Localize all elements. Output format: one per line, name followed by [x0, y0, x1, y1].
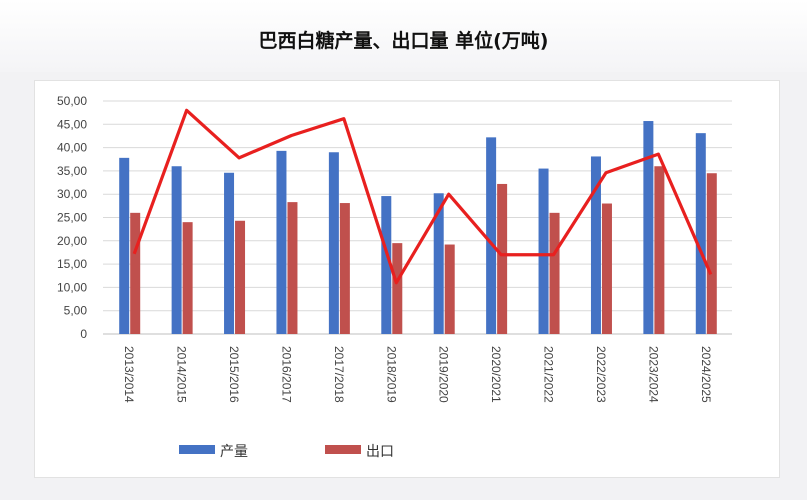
bar-export: [182, 222, 193, 334]
bar-export: [497, 183, 508, 334]
bar-production: [171, 166, 182, 334]
bar-production: [538, 168, 549, 334]
y-tick-label: 20,00: [57, 234, 87, 248]
y-tick-label: 15,00: [57, 257, 87, 271]
x-tick-label: 2024/2025: [699, 346, 713, 403]
x-tick-label: 2016/2017: [279, 346, 293, 403]
x-tick-label: 2020/2021: [489, 346, 503, 403]
bar-export: [392, 243, 403, 334]
bar-production: [381, 196, 392, 334]
bar-production: [486, 137, 497, 334]
x-tick-label: 2013/2014: [122, 346, 136, 403]
bar-production: [590, 156, 601, 334]
y-tick-label: 45,00: [57, 117, 87, 131]
legend-swatch-production: [179, 445, 215, 454]
bar-export: [130, 212, 141, 334]
bar-export: [706, 173, 717, 334]
bar-export: [549, 212, 560, 334]
legend-swatch-export: [325, 445, 361, 454]
x-tick-label: 2021/2022: [542, 346, 556, 403]
y-tick-label: 10,00: [57, 280, 87, 294]
bar-export: [235, 220, 246, 334]
legend-label-export: 出口: [366, 444, 394, 460]
bar-production: [695, 133, 706, 334]
bar-export: [654, 166, 665, 334]
bar-production: [119, 157, 130, 334]
bar-export: [444, 244, 455, 334]
bar-production: [643, 121, 654, 335]
x-tick-label: 2018/2019: [384, 346, 398, 403]
x-tick-label: 2022/2023: [594, 346, 608, 403]
title-band: [0, 0, 807, 72]
x-tick-label: 2014/2015: [175, 346, 189, 403]
bar-production: [224, 172, 235, 334]
y-tick-label: 35,00: [57, 164, 87, 178]
bar-production: [328, 152, 339, 334]
legend-label-production: 产量: [220, 444, 248, 460]
line-series: [132, 108, 713, 285]
y-tick-label: 25,00: [57, 211, 87, 225]
y-tick-label: 40,00: [57, 141, 87, 155]
y-tick-label: 0: [80, 327, 87, 341]
bar-export: [287, 202, 298, 334]
y-tick-label: 30,00: [57, 187, 87, 201]
bar-export: [339, 203, 350, 334]
bar-production: [276, 150, 287, 334]
x-tick-label: 2017/2018: [332, 346, 346, 403]
x-tick-label: 2023/2024: [646, 346, 660, 403]
bar-production: [433, 193, 444, 334]
y-tick-label: 5,00: [64, 304, 88, 318]
chart-title: 巴西白糖产量、出口量 单位(万吨): [258, 30, 549, 52]
bar-export: [601, 203, 612, 334]
x-tick-label: 2019/2020: [437, 346, 451, 403]
y-tick-label: 50,00: [57, 94, 87, 108]
x-tick-label: 2015/2016: [227, 346, 241, 403]
